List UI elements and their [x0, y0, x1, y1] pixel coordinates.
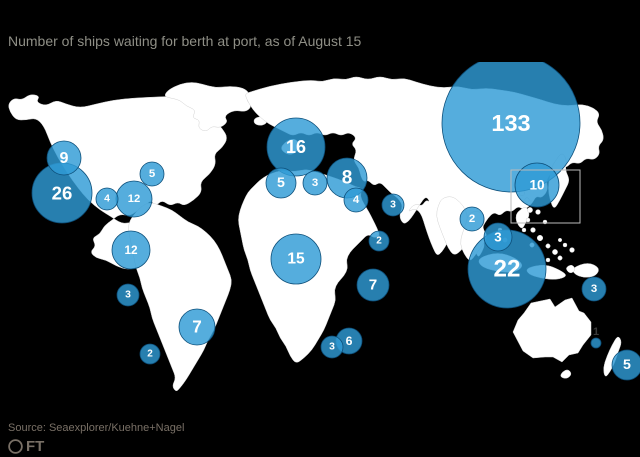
svg-text:26: 26 [52, 183, 73, 204]
svg-text:2: 2 [376, 236, 382, 247]
svg-text:2: 2 [147, 349, 153, 360]
svg-text:4: 4 [353, 194, 360, 206]
svg-text:15: 15 [287, 251, 305, 268]
svg-text:12: 12 [124, 243, 138, 257]
svg-text:10: 10 [529, 178, 544, 193]
svg-text:1: 1 [593, 326, 599, 338]
svg-text:2: 2 [469, 213, 475, 225]
svg-text:3: 3 [390, 200, 396, 211]
svg-text:5: 5 [277, 175, 285, 191]
svg-text:8: 8 [342, 168, 353, 189]
svg-text:133: 133 [491, 110, 530, 136]
svg-text:12: 12 [128, 193, 140, 205]
svg-text:7: 7 [192, 318, 202, 337]
svg-text:5: 5 [623, 357, 631, 373]
svg-text:9: 9 [60, 149, 69, 167]
svg-text:5: 5 [149, 168, 156, 180]
svg-text:16: 16 [286, 137, 306, 157]
svg-text:7: 7 [369, 277, 377, 294]
svg-text:3: 3 [494, 230, 501, 245]
svg-text:3: 3 [125, 290, 131, 301]
svg-text:3: 3 [591, 283, 597, 295]
svg-text:6: 6 [346, 334, 353, 348]
svg-text:3: 3 [329, 342, 335, 353]
svg-text:4: 4 [104, 194, 110, 205]
svg-text:22: 22 [494, 256, 521, 283]
svg-text:3: 3 [312, 177, 318, 189]
